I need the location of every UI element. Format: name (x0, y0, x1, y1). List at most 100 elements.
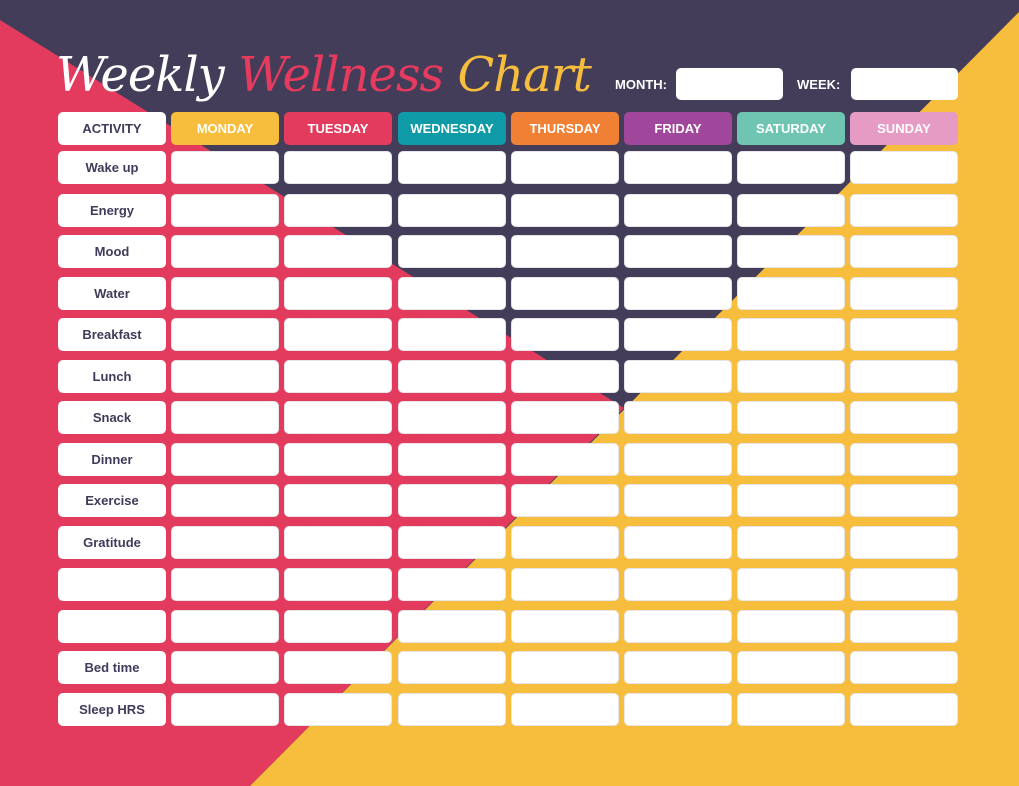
entry-cell[interactable] (624, 360, 732, 393)
entry-cell[interactable] (398, 360, 506, 393)
entry-cell[interactable] (737, 568, 845, 601)
entry-cell[interactable] (511, 526, 619, 559)
entry-cell[interactable] (284, 151, 392, 184)
entry-cell[interactable] (624, 484, 732, 517)
entry-cell[interactable] (624, 526, 732, 559)
entry-cell[interactable] (737, 651, 845, 684)
entry-cell[interactable] (284, 484, 392, 517)
entry-cell[interactable] (850, 277, 958, 310)
entry-cell[interactable] (398, 484, 506, 517)
entry-cell[interactable] (171, 194, 279, 227)
entry-cell[interactable] (511, 443, 619, 476)
entry-cell[interactable] (737, 401, 845, 434)
entry-cell[interactable] (284, 277, 392, 310)
entry-cell[interactable] (171, 318, 279, 351)
entry-cell[interactable] (850, 568, 958, 601)
entry-cell[interactable] (511, 235, 619, 268)
entry-cell[interactable] (624, 277, 732, 310)
entry-cell[interactable] (624, 318, 732, 351)
entry-cell[interactable] (171, 526, 279, 559)
entry-cell[interactable] (171, 568, 279, 601)
entry-cell[interactable] (624, 610, 732, 643)
week-field[interactable] (851, 68, 958, 100)
entry-cell[interactable] (511, 318, 619, 351)
entry-cell[interactable] (850, 151, 958, 184)
entry-cell[interactable] (737, 484, 845, 517)
entry-cell[interactable] (624, 443, 732, 476)
entry-cell[interactable] (398, 651, 506, 684)
entry-cell[interactable] (511, 360, 619, 393)
entry-cell[interactable] (737, 151, 845, 184)
entry-cell[interactable] (284, 568, 392, 601)
entry-cell[interactable] (171, 277, 279, 310)
entry-cell[interactable] (624, 401, 732, 434)
entry-cell[interactable] (398, 194, 506, 227)
entry-cell[interactable] (850, 401, 958, 434)
entry-cell[interactable] (511, 610, 619, 643)
entry-cell[interactable] (171, 610, 279, 643)
entry-cell[interactable] (398, 568, 506, 601)
entry-cell[interactable] (171, 443, 279, 476)
entry-cell[interactable] (398, 277, 506, 310)
entry-cell[interactable] (850, 443, 958, 476)
entry-cell[interactable] (284, 610, 392, 643)
entry-cell[interactable] (171, 484, 279, 517)
entry-cell[interactable] (284, 318, 392, 351)
entry-cell[interactable] (511, 651, 619, 684)
entry-cell[interactable] (850, 693, 958, 726)
entry-cell[interactable] (850, 526, 958, 559)
entry-cell[interactable] (171, 693, 279, 726)
entry-cell[interactable] (737, 360, 845, 393)
entry-cell[interactable] (850, 651, 958, 684)
entry-cell[interactable] (511, 277, 619, 310)
entry-cell[interactable] (398, 443, 506, 476)
entry-cell[interactable] (284, 443, 392, 476)
entry-cell[interactable] (624, 235, 732, 268)
entry-cell[interactable] (284, 401, 392, 434)
entry-cell[interactable] (171, 235, 279, 268)
entry-cell[interactable] (737, 235, 845, 268)
entry-cell[interactable] (171, 151, 279, 184)
entry-cell[interactable] (284, 526, 392, 559)
entry-cell[interactable] (398, 526, 506, 559)
entry-cell[interactable] (511, 151, 619, 184)
entry-cell[interactable] (398, 318, 506, 351)
entry-cell[interactable] (284, 235, 392, 268)
entry-cell[interactable] (398, 693, 506, 726)
entry-cell[interactable] (850, 610, 958, 643)
entry-cell[interactable] (737, 318, 845, 351)
entry-cell[interactable] (624, 151, 732, 184)
entry-cell[interactable] (171, 360, 279, 393)
entry-cell[interactable] (624, 651, 732, 684)
entry-cell[interactable] (398, 151, 506, 184)
entry-cell[interactable] (850, 360, 958, 393)
entry-cell[interactable] (171, 651, 279, 684)
entry-cell[interactable] (737, 610, 845, 643)
entry-cell[interactable] (511, 568, 619, 601)
entry-cell[interactable] (284, 651, 392, 684)
entry-cell[interactable] (624, 194, 732, 227)
entry-cell[interactable] (850, 235, 958, 268)
entry-cell[interactable] (511, 194, 619, 227)
entry-cell[interactable] (511, 693, 619, 726)
month-field[interactable] (676, 68, 783, 100)
entry-cell[interactable] (850, 484, 958, 517)
entry-cell[interactable] (850, 318, 958, 351)
entry-cell[interactable] (737, 693, 845, 726)
entry-cell[interactable] (624, 568, 732, 601)
entry-cell[interactable] (284, 693, 392, 726)
entry-cell[interactable] (398, 610, 506, 643)
entry-cell[interactable] (850, 194, 958, 227)
entry-cell[interactable] (737, 526, 845, 559)
entry-cell[interactable] (171, 401, 279, 434)
entry-cell[interactable] (284, 194, 392, 227)
entry-cell[interactable] (284, 360, 392, 393)
entry-cell[interactable] (511, 401, 619, 434)
entry-cell[interactable] (398, 235, 506, 268)
entry-cell[interactable] (624, 693, 732, 726)
entry-cell[interactable] (398, 401, 506, 434)
entry-cell[interactable] (737, 277, 845, 310)
entry-cell[interactable] (737, 194, 845, 227)
entry-cell[interactable] (737, 443, 845, 476)
entry-cell[interactable] (511, 484, 619, 517)
